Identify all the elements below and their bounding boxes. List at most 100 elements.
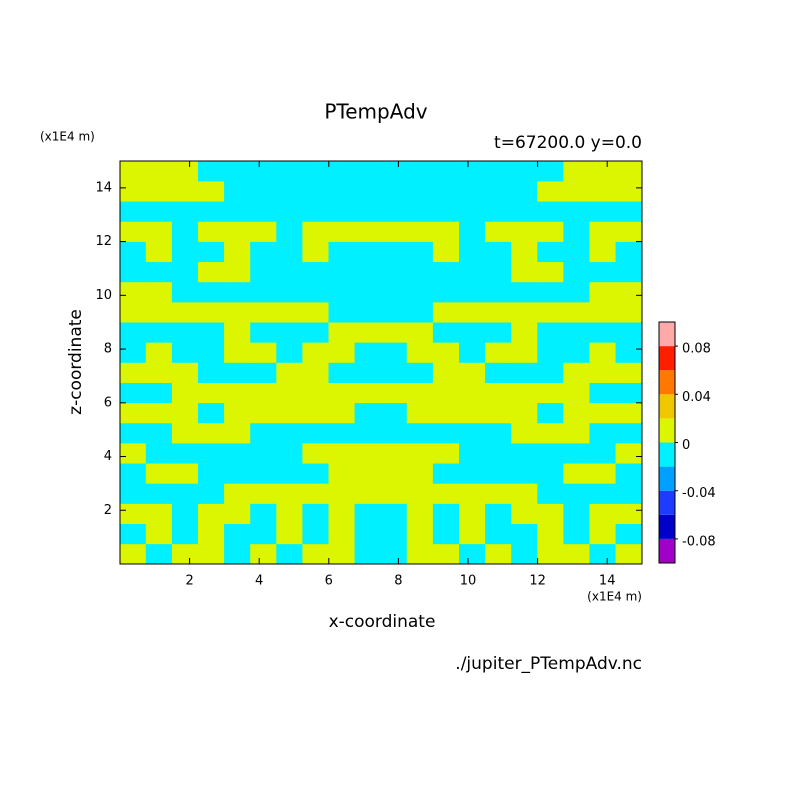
contour-cell [119, 160, 147, 182]
contour-cell [145, 483, 173, 504]
contour-cell [302, 180, 330, 202]
contour-cell [537, 160, 564, 182]
y-tick-label: 12 [95, 234, 112, 249]
contour-cell [145, 422, 173, 444]
contour-cell [302, 281, 330, 303]
contour-cell [511, 422, 538, 444]
contour-cell [250, 462, 277, 484]
contour-cell [380, 342, 408, 363]
contour-cell [145, 543, 173, 565]
contour-cell [537, 483, 564, 504]
contour-cell [511, 321, 538, 343]
contour-cell [354, 503, 382, 524]
contour-cell [511, 160, 538, 182]
contour-cell [354, 281, 382, 303]
contour-cell [458, 483, 486, 504]
contour-cell [145, 503, 173, 524]
contour-cell [250, 221, 277, 242]
contour-cell [119, 221, 147, 242]
contour-cell [511, 543, 538, 565]
subtitle: t=67200.0 y=0.0 [494, 133, 642, 153]
contour-cell [250, 201, 277, 222]
contour-cell [276, 321, 304, 343]
contour-cell [615, 342, 643, 363]
contour-cell [328, 201, 356, 222]
contour-cell [276, 382, 304, 404]
contour-cell [615, 321, 643, 343]
contour-cell [485, 483, 512, 504]
contour-cell [458, 180, 486, 202]
contour-cell [171, 483, 199, 504]
contour-cell [432, 321, 460, 343]
contour-cell [119, 483, 147, 504]
contour-cell [511, 221, 538, 242]
contour-cell [354, 221, 382, 242]
contour-cell [198, 483, 225, 504]
contour-cell [198, 402, 225, 424]
contour-cell [198, 543, 225, 565]
contour-cell [563, 221, 591, 242]
contour-cell [171, 442, 199, 464]
contour-cell [119, 543, 147, 565]
contour-cell [380, 281, 408, 303]
contour-cell [276, 241, 304, 263]
contour-cell [589, 543, 617, 565]
contour-cell [250, 261, 277, 283]
contour-cell [485, 362, 512, 383]
contour-cell [250, 281, 277, 303]
contour-cell [354, 523, 382, 545]
contour-cell [406, 382, 434, 404]
contour-cell [145, 362, 173, 383]
contour-cell [198, 503, 225, 524]
contour-cell [171, 362, 199, 383]
contour-cell [224, 301, 251, 323]
y-tick-label: 8 [104, 342, 112, 357]
contour-cell [119, 422, 147, 444]
contour-cell [485, 342, 512, 363]
contour-cell [380, 160, 408, 182]
contour-cell [224, 241, 251, 263]
contour-cell [563, 543, 591, 565]
contour-cell [563, 442, 591, 464]
contour-cell [145, 201, 173, 222]
contour-cell [380, 201, 408, 222]
contour-cell [276, 523, 304, 545]
contour-cell [328, 301, 356, 323]
contour-cell [224, 382, 251, 404]
contour-cell [380, 462, 408, 484]
contour-cell [537, 321, 564, 343]
contour-cell [406, 321, 434, 343]
contour-cell [328, 180, 356, 202]
contour-cell [250, 402, 277, 424]
contour-cell [563, 281, 591, 303]
contour-cell [432, 241, 460, 263]
contour-cell [198, 362, 225, 383]
contour-cell [615, 543, 643, 565]
contour-cell [458, 382, 486, 404]
contour-cell [224, 342, 251, 363]
contour-cell [615, 422, 643, 444]
contour-cell [328, 503, 356, 524]
contour-cell [563, 301, 591, 323]
contour-cell [511, 523, 538, 545]
contour-cell [354, 483, 382, 504]
contour-cell [302, 221, 330, 242]
contour-cell [354, 543, 382, 565]
contour-cell [563, 342, 591, 363]
contour-cell [224, 503, 251, 524]
contour-cell [302, 362, 330, 383]
contour-cell [589, 281, 617, 303]
contour-cell [171, 321, 199, 343]
contour-cell [171, 281, 199, 303]
contour-cell [354, 342, 382, 363]
contour-cell [171, 261, 199, 283]
contour-cell [198, 201, 225, 222]
contour-cell [145, 221, 173, 242]
contour-cell [589, 201, 617, 222]
contour-cell [302, 321, 330, 343]
contour-cell [432, 422, 460, 444]
contour-cell [511, 342, 538, 363]
contour-cell [615, 442, 643, 464]
x-tick-label: 4 [255, 574, 263, 589]
contour-cell [328, 442, 356, 464]
